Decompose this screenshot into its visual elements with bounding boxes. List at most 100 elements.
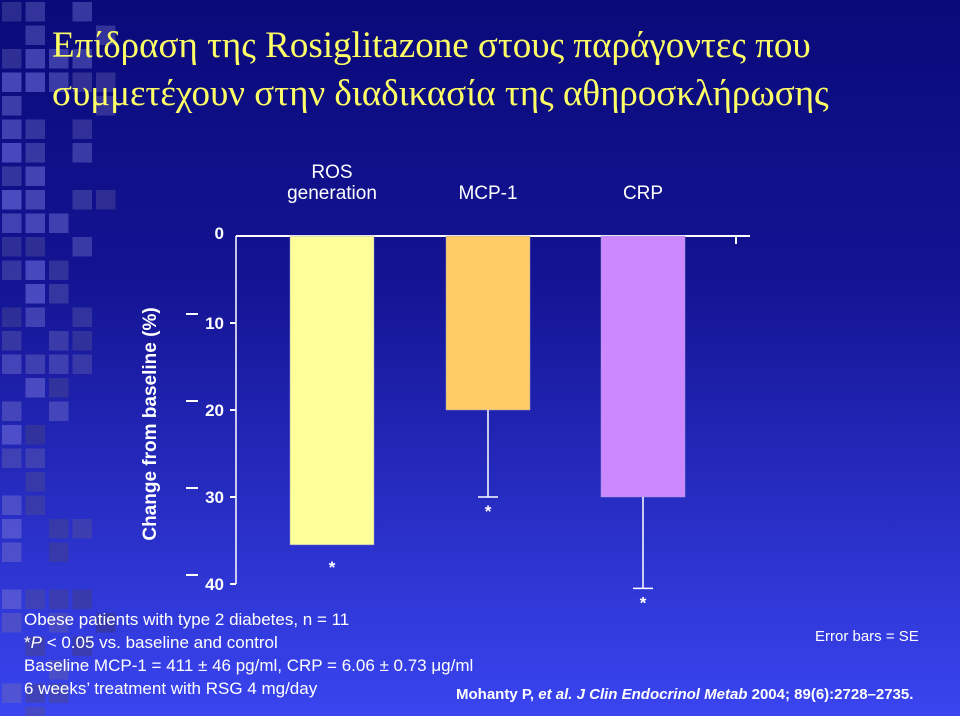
decorative-square [72, 190, 92, 210]
decorative-square [2, 401, 22, 421]
decorative-square [72, 307, 92, 327]
decorative-square [2, 331, 22, 351]
slide-title: Επίδραση της Rosiglitazone στους παράγον… [52, 22, 952, 118]
category-label: generation [287, 183, 377, 204]
footnote-p: P [30, 633, 42, 652]
decorative-square [2, 190, 22, 210]
decorative-square [72, 143, 92, 163]
decorative-square [2, 307, 22, 327]
citation-details: 2004; 89(6):2728–2735. [747, 686, 914, 703]
decorative-square [25, 707, 45, 716]
decorative-square [49, 331, 69, 351]
decorative-square [25, 307, 45, 327]
footnote-population: Obese patients with type 2 diabetes, n =… [24, 610, 350, 629]
decorative-square [25, 143, 45, 163]
decorative-square [2, 166, 22, 186]
decorative-square [25, 636, 45, 656]
decorative-square [25, 589, 45, 609]
decorative-square [25, 49, 45, 69]
decorative-square [25, 683, 45, 703]
citation: Mohanty P, et al. J Clin Endocrinol Meta… [456, 686, 913, 703]
error-bars-note: Error bars = SE [815, 628, 919, 645]
y-tick-label: 10 [205, 314, 224, 333]
decorative-square [49, 260, 69, 280]
decorative-square [49, 213, 69, 233]
decorative-square [72, 354, 92, 374]
slide-title-line-2: συμμετέχουν στην διαδικασία της αθηροσκλ… [52, 73, 829, 114]
decorative-square [72, 2, 92, 22]
decorative-square [2, 72, 22, 92]
decorative-square [96, 613, 116, 633]
decorative-square [72, 636, 92, 656]
decorative-square [49, 49, 69, 69]
decorative-square [96, 190, 116, 210]
decorative-square [2, 119, 22, 139]
decorative-square [72, 237, 92, 257]
footnote-treatment: 6 weeks’ treatment with RSG 4 mg/day [24, 679, 318, 698]
decorative-square [25, 119, 45, 139]
decorative-square [72, 72, 92, 92]
decorative-square [25, 495, 45, 515]
decorative-square [25, 25, 45, 45]
decorative-square [25, 237, 45, 257]
category-label: ROS [311, 162, 352, 183]
decorative-square [25, 190, 45, 210]
decorative-square [49, 589, 69, 609]
decorative-square [25, 354, 45, 374]
bar-0 [289, 235, 375, 546]
decorative-square [72, 519, 92, 539]
decorative-square [72, 331, 92, 351]
decorative-square [49, 401, 69, 421]
decorative-square [25, 166, 45, 186]
decorative-square [2, 613, 22, 633]
footnote-significance-text: < 0.05 vs. baseline and control [41, 633, 278, 652]
decorative-square [25, 213, 45, 233]
decorative-square [2, 683, 22, 703]
y-tick-label: 30 [205, 488, 224, 507]
decorative-square [25, 378, 45, 398]
decorative-square [49, 519, 69, 539]
decorative-square [25, 425, 45, 445]
y-tick-label: 40 [205, 575, 224, 594]
footnote-asterisk: * [24, 633, 31, 652]
decorative-square [49, 660, 69, 680]
decorative-square [96, 25, 116, 45]
decorative-square [2, 519, 22, 539]
decorative-square [2, 260, 22, 280]
decorative-square [49, 72, 69, 92]
citation-journal: J Clin Endocrinol Metab [572, 686, 748, 703]
decorative-square [25, 284, 45, 304]
citation-authors: Mohanty P, [456, 686, 539, 703]
decorative-square [25, 472, 45, 492]
decorative-square-pattern [2, 2, 116, 716]
citation-etal: et al. [538, 686, 573, 703]
decorative-square [2, 354, 22, 374]
bar-1 [445, 235, 531, 411]
decorative-square [25, 260, 45, 280]
y-tick-label: 0 [215, 224, 224, 243]
footnote-baseline: Baseline MCP-1 = 411 ± 46 pg/ml, CRP = 6… [24, 656, 474, 675]
decorative-square [72, 119, 92, 139]
decorative-square [49, 613, 69, 633]
slide-title-line-1: Επίδραση της Rosiglitazone στους παράγον… [52, 25, 811, 66]
decorative-square [2, 542, 22, 562]
decorative-square [2, 448, 22, 468]
decorative-square [2, 96, 22, 116]
significance-marker: * [485, 502, 492, 521]
decorative-square [2, 49, 22, 69]
decorative-square [96, 96, 116, 116]
decorative-square [2, 237, 22, 257]
decorative-square [2, 589, 22, 609]
decorative-square [2, 2, 22, 22]
decorative-square [49, 542, 69, 562]
decorative-square [49, 683, 69, 703]
bar-2 [600, 235, 686, 498]
category-label: CRP [623, 183, 663, 204]
decorative-square [49, 354, 69, 374]
decorative-square [25, 448, 45, 468]
decorative-square [25, 72, 45, 92]
decorative-square [2, 213, 22, 233]
decorative-square [49, 378, 69, 398]
footnote-significance: *P < 0.05 vs. baseline and control [24, 633, 278, 653]
decorative-square [25, 2, 45, 22]
